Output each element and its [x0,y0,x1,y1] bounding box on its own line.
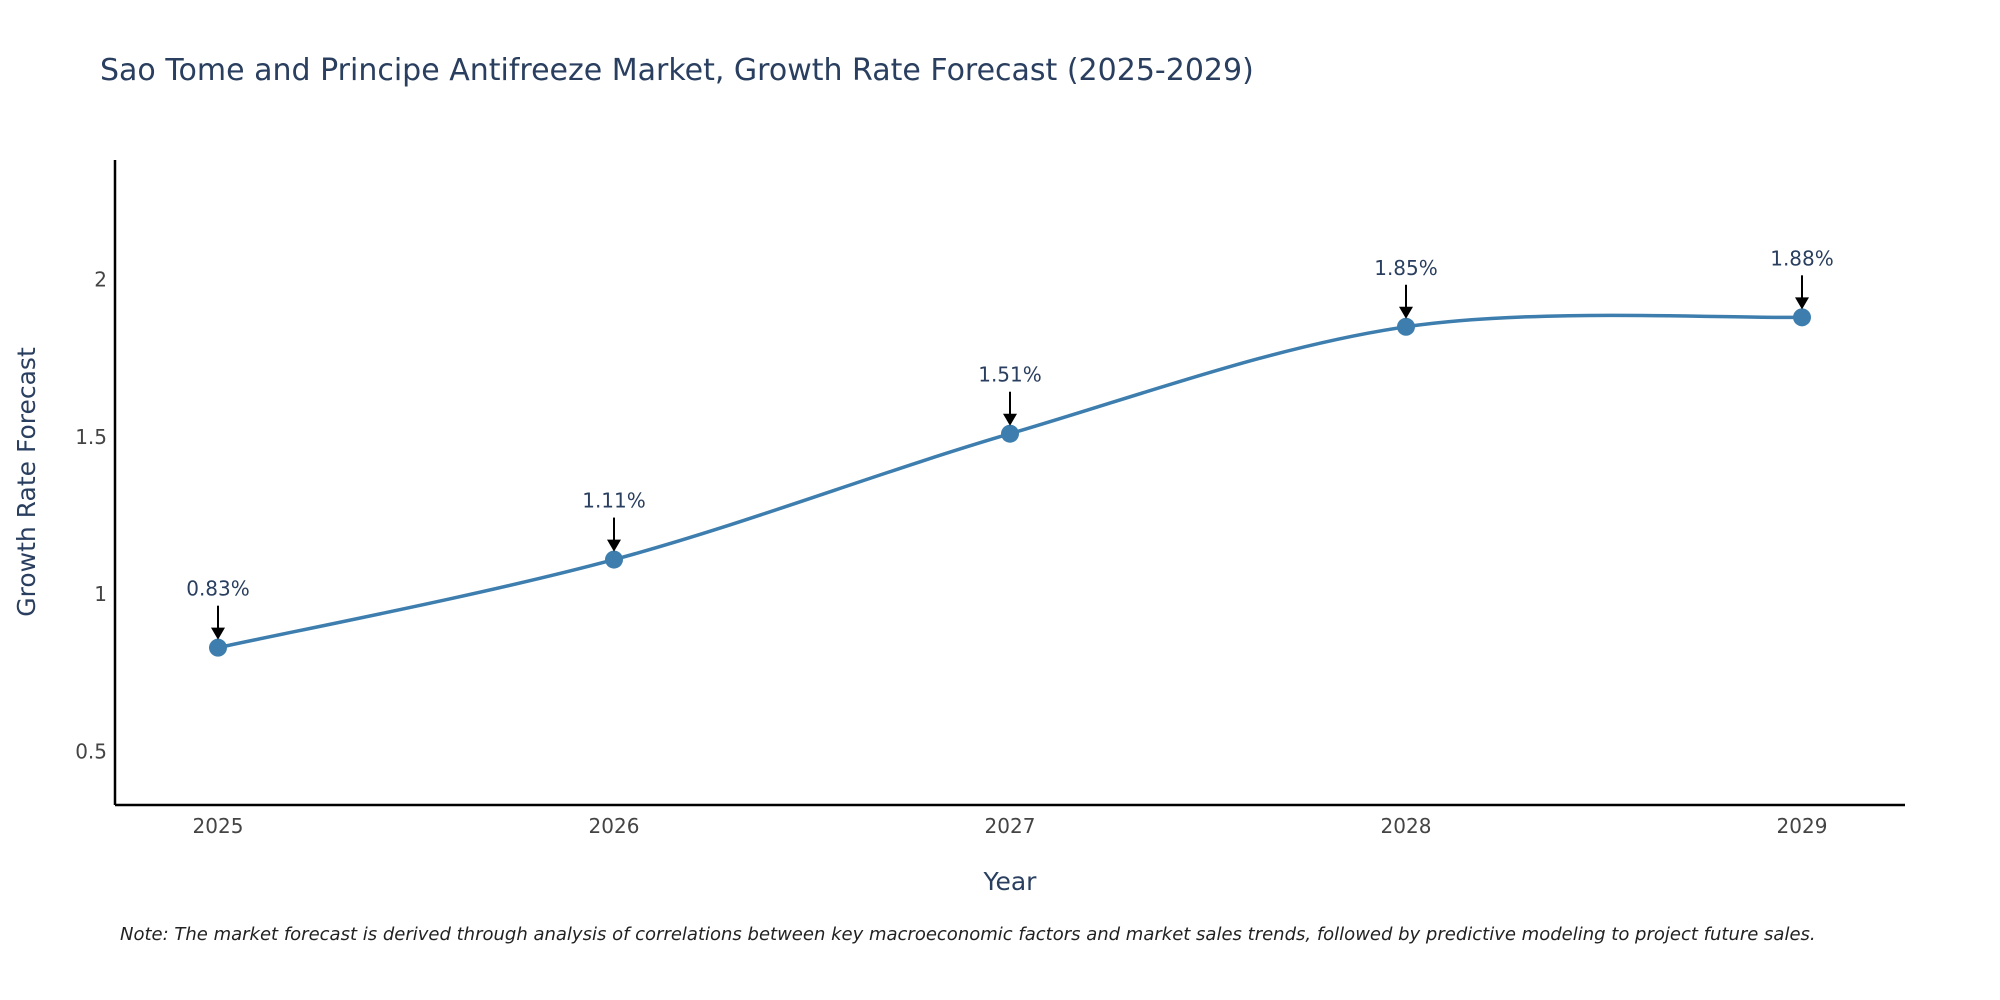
data-point [1001,424,1019,443]
data-point [1793,308,1811,327]
y-tick-label: 2 [94,268,107,292]
data-label: 1.11% [582,489,646,513]
y-tick-label: 1.5 [75,425,107,449]
annotation-arrow-head [211,627,225,640]
x-tick-labels: 2025 2026 2027 2028 2029 [193,814,1828,838]
data-point [209,638,227,657]
data-point [1397,317,1415,336]
data-label: 0.83% [186,577,250,601]
data-label: 1.51% [978,363,1042,387]
y-tick-label: 1 [94,582,107,606]
axes [113,160,1905,807]
annotation-arrow-head [1003,413,1017,426]
annotation-arrow-head [1795,297,1809,310]
x-tick-label: 2028 [1381,814,1432,838]
x-tick-label: 2029 [1777,814,1828,838]
annotation-arrow-head [1399,306,1413,319]
data-label: 1.88% [1770,246,1834,270]
x-tick-label: 2026 [589,814,640,838]
data-point [605,550,623,569]
x-tick-label: 2027 [985,814,1036,838]
y-axis-title: Growth Rate Forecast [12,347,41,617]
footnote: Note: The market forecast is derived thr… [120,924,1816,945]
data-annotations: 0.83% 1.11% 1.51% 1.85% 1.88% [186,246,1834,640]
data-label: 1.85% [1374,256,1438,280]
x-axis-title: Year [983,867,1038,896]
y-tick-labels: 0.5 1 1.5 2 [75,268,107,764]
y-tick-label: 0.5 [75,740,107,764]
annotation-arrow-head [607,539,621,552]
x-tick-label: 2025 [193,814,244,838]
chart-title: Sao Tome and Principe Antifreeze Market,… [100,53,1254,88]
data-markers [209,308,1811,657]
